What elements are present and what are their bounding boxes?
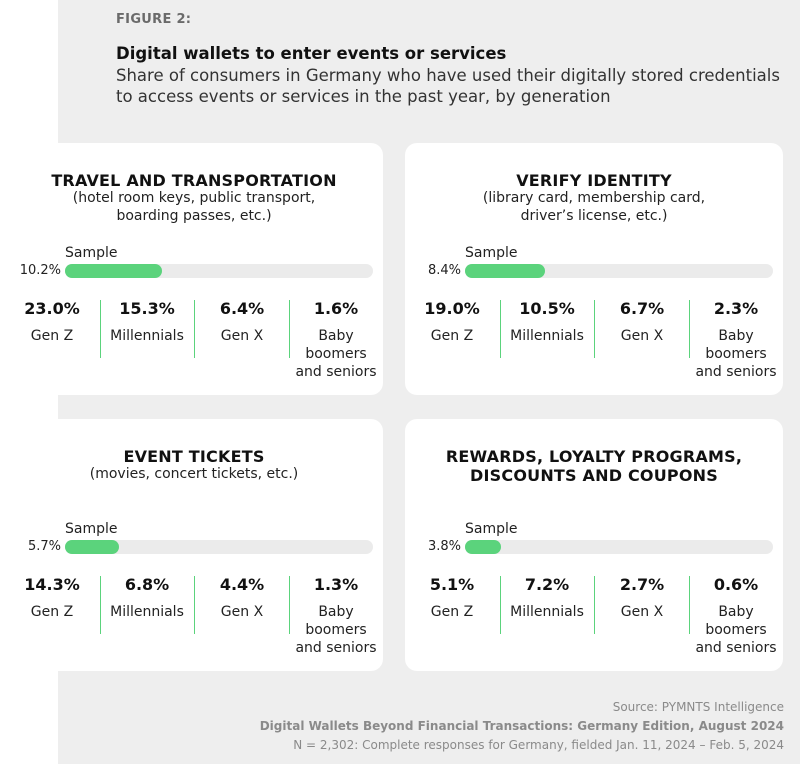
generation-label: Baby boomers and seniors bbox=[695, 604, 777, 656]
column-divider bbox=[594, 576, 595, 634]
generation-column: 2.3% Baby boomers and seniors bbox=[689, 299, 783, 381]
column-divider bbox=[500, 576, 501, 634]
generation-label: Millennials bbox=[110, 328, 184, 344]
footer-source: Source: PYMNTS Intelligence bbox=[612, 700, 784, 714]
column-divider bbox=[100, 576, 101, 634]
sample-value: 5.7% bbox=[27, 539, 61, 554]
card-subtitle-line: (hotel room keys, public transport, bbox=[72, 190, 316, 206]
generation-value: 6.8% bbox=[124, 575, 170, 594]
figure-label: FIGURE 2: bbox=[116, 12, 192, 27]
card-title: VERIFY IDENTITY bbox=[516, 171, 672, 190]
generation-column: 0.6% Baby boomers and seniors bbox=[689, 575, 783, 657]
generation-label: Millennials bbox=[510, 604, 584, 620]
generation-column: 10.5% Millennials bbox=[500, 299, 594, 345]
column-divider bbox=[289, 300, 290, 358]
sample-bar-fill bbox=[465, 264, 546, 278]
generation-value: 2.3% bbox=[713, 299, 759, 318]
generation-column: 5.1% Gen Z bbox=[405, 575, 499, 621]
column-divider bbox=[689, 576, 690, 634]
generation-label: Gen X bbox=[220, 604, 264, 620]
generation-value: 6.4% bbox=[219, 299, 265, 318]
generation-label: Gen Z bbox=[30, 328, 74, 344]
generation-value: 1.6% bbox=[313, 299, 359, 318]
column-divider bbox=[289, 576, 290, 634]
generation-column: 15.3% Millennials bbox=[100, 299, 194, 345]
generation-label: Baby boomers and seniors bbox=[695, 328, 777, 380]
generation-value: 23.0% bbox=[24, 299, 80, 318]
generation-value: 4.4% bbox=[219, 575, 265, 594]
sample-bar-track bbox=[65, 264, 373, 278]
generation-label: Gen X bbox=[620, 604, 664, 620]
card-subtitle-line: boarding passes, etc.) bbox=[116, 208, 272, 224]
sample-bar-track bbox=[465, 264, 773, 278]
column-divider bbox=[500, 300, 501, 358]
figure-title: Digital wallets to enter events or servi… bbox=[116, 44, 507, 63]
sample-label: Sample bbox=[465, 245, 518, 261]
card-title: REWARDS, LOYALTY PROGRAMS, DISCOUNTS AND… bbox=[445, 447, 743, 485]
generation-label: Millennials bbox=[110, 604, 184, 620]
card-subtitle-line: driver’s license, etc.) bbox=[520, 208, 668, 224]
card-subtitle-line: (movies, concert tickets, etc.) bbox=[89, 466, 299, 482]
figure-header: FIGURE 2: Digital wallets to enter event… bbox=[116, 12, 786, 107]
generation-column: 6.7% Gen X bbox=[595, 299, 689, 345]
sample-value: 10.2% bbox=[19, 263, 61, 278]
generation-column: 6.4% Gen X bbox=[195, 299, 289, 345]
sample-value: 8.4% bbox=[427, 263, 461, 278]
generation-label: Gen Z bbox=[430, 328, 474, 344]
column-divider bbox=[194, 576, 195, 634]
generation-value: 19.0% bbox=[424, 299, 480, 318]
generation-label: Gen X bbox=[620, 328, 664, 344]
generation-column: 6.8% Millennials bbox=[100, 575, 194, 621]
generation-column: 19.0% Gen Z bbox=[405, 299, 499, 345]
chart-card: VERIFY IDENTITY (library card, membership… bbox=[405, 143, 783, 395]
card-subtitle-line: (library card, membership card, bbox=[482, 190, 706, 206]
footer-note: N = 2,302: Complete responses for German… bbox=[293, 738, 784, 752]
sample-label: Sample bbox=[65, 521, 118, 537]
generation-label: Gen Z bbox=[30, 604, 74, 620]
generation-column: 14.3% Gen Z bbox=[5, 575, 99, 621]
column-divider bbox=[594, 300, 595, 358]
generation-column: 4.4% Gen X bbox=[195, 575, 289, 621]
sample-value: 3.8% bbox=[427, 539, 461, 554]
sample-label: Sample bbox=[65, 245, 118, 261]
generation-label: Gen Z bbox=[430, 604, 474, 620]
chart-card: TRAVEL AND TRANSPORTATION (hotel room key… bbox=[5, 143, 383, 395]
sample-bar-track bbox=[465, 540, 773, 554]
sample-bar-track bbox=[65, 540, 373, 554]
generation-value: 5.1% bbox=[429, 575, 475, 594]
generation-value: 15.3% bbox=[119, 299, 175, 318]
card-title: TRAVEL AND TRANSPORTATION bbox=[51, 171, 337, 190]
column-divider bbox=[194, 300, 195, 358]
generation-value: 1.3% bbox=[313, 575, 359, 594]
generation-label: Millennials bbox=[510, 328, 584, 344]
sample-bar-fill bbox=[465, 540, 502, 554]
footer-report: Digital Wallets Beyond Financial Transac… bbox=[259, 719, 784, 733]
generation-value: 14.3% bbox=[24, 575, 80, 594]
generation-value: 7.2% bbox=[524, 575, 570, 594]
chart-card: REWARDS, LOYALTY PROGRAMS, DISCOUNTS AND… bbox=[405, 419, 783, 671]
generation-label: Baby boomers and seniors bbox=[295, 604, 377, 656]
generation-label: Gen X bbox=[220, 328, 264, 344]
generation-value: 6.7% bbox=[619, 299, 665, 318]
generation-value: 10.5% bbox=[519, 299, 575, 318]
generation-column: 23.0% Gen Z bbox=[5, 299, 99, 345]
generation-column: 2.7% Gen X bbox=[595, 575, 689, 621]
sample-label: Sample bbox=[465, 521, 518, 537]
card-title: EVENT TICKETS bbox=[123, 447, 265, 466]
generation-value: 2.7% bbox=[619, 575, 665, 594]
column-divider bbox=[689, 300, 690, 358]
sample-bar-fill bbox=[65, 540, 120, 554]
generation-column: 1.6% Baby boomers and seniors bbox=[289, 299, 383, 381]
generation-column: 1.3% Baby boomers and seniors bbox=[289, 575, 383, 657]
chart-card: EVENT TICKETS (movies, concert tickets, e… bbox=[5, 419, 383, 671]
generation-column: 7.2% Millennials bbox=[500, 575, 594, 621]
generation-value: 0.6% bbox=[713, 575, 759, 594]
column-divider bbox=[100, 300, 101, 358]
sample-bar-fill bbox=[65, 264, 163, 278]
generation-label: Baby boomers and seniors bbox=[295, 328, 377, 380]
figure-subtitle: Share of consumers in Germany who have u… bbox=[116, 66, 780, 106]
